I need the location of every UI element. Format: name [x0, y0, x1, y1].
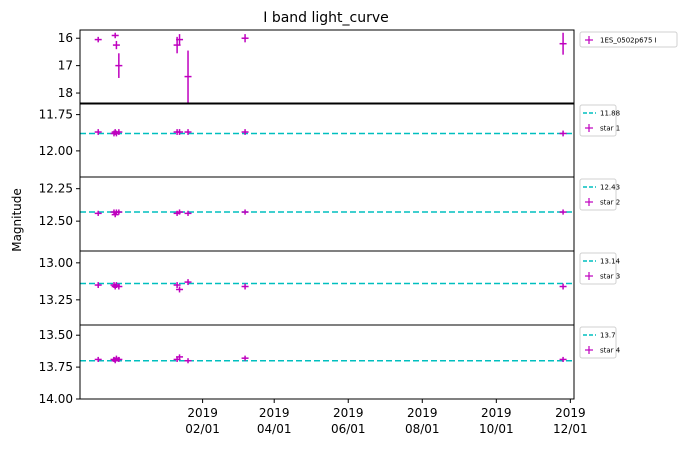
x-tick-label-year: 2019 — [187, 406, 218, 420]
data-point — [173, 282, 181, 288]
x-tick-label-year: 2019 — [555, 406, 586, 420]
legend-reference-label: 12.43 — [600, 184, 620, 192]
x-tick-label-date: 08/01 — [405, 422, 440, 436]
data-point — [559, 32, 567, 55]
y-tick-label: 12.00 — [39, 144, 73, 158]
panel-3: 12.25 12.50 12.43 star 2 — [39, 176, 620, 252]
x-tick-label-date: 12/01 — [553, 422, 588, 436]
data-point — [176, 129, 184, 135]
panel-2: 11.75 12.00 11.88 star 1 — [39, 102, 620, 178]
panel-4: 13.00 13.25 13.14 star 3 — [39, 250, 621, 326]
data-point — [111, 358, 119, 364]
y-tick-label: 14.00 — [39, 392, 73, 406]
data-point — [115, 283, 123, 290]
legend-box — [579, 31, 678, 48]
data-point — [94, 282, 102, 288]
data-point — [112, 40, 120, 50]
x-tick-label-date: 02/01 — [185, 422, 220, 436]
y-tick-label: 12.25 — [39, 182, 73, 196]
y-tick-label: 16 — [58, 31, 73, 45]
x-axis: 2019 02/01 2019 04/01 2019 06/01 2019 08/01 2019… — [185, 399, 588, 436]
y-tick-label: 13.00 — [39, 256, 73, 270]
legend-series-label: star 4 — [600, 347, 621, 355]
data-point — [559, 209, 567, 215]
data-point — [111, 32, 119, 39]
data-point — [184, 210, 192, 216]
legend-reference-label: 11.88 — [600, 110, 620, 118]
data-point — [184, 358, 192, 364]
panel-5: 13.50 13.75 14.00 13.7 star 4 — [39, 324, 621, 406]
data-point — [241, 283, 249, 290]
y-axis-label: Magnitude — [10, 188, 24, 252]
data-point — [184, 279, 192, 286]
legend: 11.88 star 1 — [579, 104, 620, 137]
y-tick-label: 13.50 — [39, 328, 73, 342]
data-point — [111, 212, 119, 218]
x-tick-label-date: 06/01 — [331, 422, 366, 436]
panel-frame — [79, 250, 575, 326]
legend: 13.14 star 3 — [579, 252, 621, 285]
y-tick-label: 12.50 — [39, 214, 73, 228]
legend-series-label: star 3 — [600, 273, 620, 281]
data-point — [241, 355, 249, 361]
x-tick-label-date: 04/01 — [257, 422, 292, 436]
data-point — [176, 209, 184, 215]
x-tick-label-year: 2019 — [259, 406, 290, 420]
data-point — [559, 130, 567, 137]
panel-frame — [79, 29, 575, 105]
data-point — [115, 129, 123, 135]
data-point — [241, 129, 249, 135]
legend-series-label: star 1 — [600, 125, 620, 133]
data-point — [176, 286, 184, 293]
y-tick-label: 18 — [58, 86, 73, 100]
data-point — [184, 50, 192, 103]
legend: 12.43 star 2 — [579, 178, 620, 211]
x-tick-label-year: 2019 — [333, 406, 364, 420]
x-tick-label-year: 2019 — [481, 406, 512, 420]
data-point — [115, 209, 123, 215]
legend-reference-label: 13.14 — [600, 258, 621, 266]
data-point — [94, 36, 102, 43]
data-point — [94, 210, 102, 216]
x-tick-label-year: 2019 — [407, 406, 438, 420]
data-point — [241, 34, 249, 43]
data-point — [176, 34, 184, 46]
y-tick-label: 13.75 — [39, 360, 73, 374]
data-point — [559, 356, 567, 362]
legend-series-label: star 2 — [600, 199, 620, 207]
data-point — [241, 209, 249, 215]
data-point — [184, 129, 192, 135]
panel-1: 16 17 18 1ES_0502p675 I — [58, 29, 678, 105]
legend-series-label: 1ES_0502p675 I — [600, 37, 657, 45]
data-point — [115, 356, 123, 362]
x-tick-label-date: 10/01 — [479, 422, 514, 436]
panels-group: 16 17 18 1ES_0502p675 I 11.75 12.00 11.88 star … — [39, 29, 678, 406]
y-tick-label: 17 — [58, 59, 73, 73]
panel-frame — [79, 102, 575, 178]
panel-frame — [79, 324, 575, 400]
legend: 13.7 star 4 — [579, 326, 621, 359]
legend: 1ES_0502p675 I — [579, 31, 678, 48]
data-point — [94, 356, 102, 362]
data-point — [176, 354, 184, 360]
data-point — [94, 129, 102, 135]
data-point — [115, 53, 123, 78]
data-point — [559, 283, 567, 290]
legend-reference-label: 13.7 — [600, 332, 616, 340]
y-tick-label: 11.75 — [39, 108, 73, 122]
chart-title: I band light_curve — [263, 10, 389, 26]
panel-frame — [79, 176, 575, 252]
y-tick-label: 13.25 — [39, 293, 73, 307]
